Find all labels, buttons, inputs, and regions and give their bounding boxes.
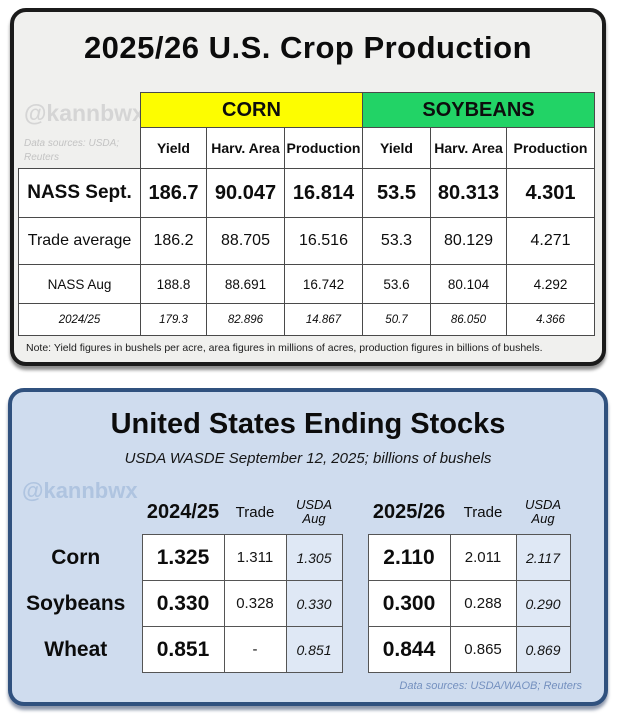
cell-value: 0.865 <box>449 626 517 673</box>
ending-stocks-table: 2024/25 Trade USDA Aug 2025/26 Trade USD… <box>18 490 571 673</box>
cell-value: 0.330 <box>141 580 225 627</box>
cell-value: 0.851 <box>285 626 343 673</box>
col-header-usda-aug: USDA Aug <box>295 496 333 526</box>
row-label: Soybeans <box>26 591 126 615</box>
soybeans-group-header: SOYBEANS <box>362 92 595 128</box>
row-label: Wheat <box>44 637 108 661</box>
cell-value: 186.7 <box>140 168 207 218</box>
crop-production-card: 2025/26 U.S. Crop Production @kannbwx Da… <box>10 8 606 366</box>
col-header-soy-yield: Yield <box>362 127 431 169</box>
crop-production-title: 2025/26 U.S. Crop Production <box>83 30 533 65</box>
row-label: NASS Sept. <box>18 168 141 218</box>
col-header-soy-production: Production <box>506 127 595 169</box>
cell-value: 90.047 <box>206 168 285 218</box>
cell-value: 80.313 <box>430 168 507 218</box>
cell-value: 80.104 <box>430 264 507 304</box>
col-header-trade: Trade <box>235 503 275 521</box>
crop-production-table: CORN SOYBEANS Yield Harv. Area Productio… <box>18 92 595 336</box>
table-row-2024-25: 2024/25 179.3 82.896 14.867 50.7 86.050 … <box>18 303 595 336</box>
row-label: Trade average <box>18 217 141 265</box>
cell-value: 16.516 <box>284 217 363 265</box>
col-header-corn-yield: Yield <box>140 127 207 169</box>
cell-value: 0.288 <box>449 580 517 627</box>
ending-stocks-subtitle: USDA WASDE September 12, 2025; billions … <box>124 450 492 467</box>
cell-value: 53.5 <box>362 168 431 218</box>
cell-value: 16.814 <box>284 168 363 218</box>
empty-corner-cell <box>18 490 142 535</box>
cell-value: 53.6 <box>362 264 431 304</box>
cell-value: 4.366 <box>506 303 595 336</box>
stocks-row-corn: Corn 1.325 1.311 1.305 2.110 2.011 2.117 <box>18 534 571 581</box>
stocks-row-wheat: Wheat 0.851 - 0.851 0.844 0.865 0.869 <box>18 626 571 673</box>
gap-cell <box>342 627 368 673</box>
watermark-data-sources: Data sources: USDA; Reuters <box>24 138 120 163</box>
cell-value: 0.330 <box>285 580 343 627</box>
data-sources-note: Data sources: USDA/WAOB; Reuters <box>399 680 582 692</box>
watermark-top: @kannbwx Data sources: USDA; Reuters <box>24 100 145 164</box>
cell-value: 82.896 <box>206 303 285 336</box>
cell-value: 1.311 <box>223 534 287 581</box>
cell-value: 1.325 <box>141 534 225 581</box>
cell-value: 4.301 <box>506 168 595 218</box>
ending-stocks-card: United States Ending Stocks USDA WASDE S… <box>8 388 608 706</box>
col-header-corn-harv-area: Harv. Area <box>206 127 285 169</box>
cell-value: 2.117 <box>515 534 571 581</box>
column-header-row: Yield Harv. Area Production Yield Harv. … <box>19 127 595 169</box>
cell-value: - <box>223 626 287 673</box>
cell-value: 14.867 <box>284 303 363 336</box>
cell-value: 0.851 <box>141 626 225 673</box>
stocks-header-row: 2024/25 Trade USDA Aug 2025/26 Trade USD… <box>18 490 570 535</box>
cell-value: 0.328 <box>223 580 287 627</box>
cell-value: 4.292 <box>506 264 595 304</box>
cell-value: 53.3 <box>362 217 431 265</box>
corn-group-header: CORN <box>140 92 363 128</box>
cell-value: 4.271 <box>506 217 595 265</box>
cell-value: 86.050 <box>430 303 507 336</box>
table-row-trade-average: Trade average 186.2 88.705 16.516 53.3 8… <box>18 217 595 265</box>
cell-value: 88.691 <box>206 264 285 304</box>
col-header-trade: Trade <box>463 503 503 521</box>
cell-value: 1.305 <box>285 534 343 581</box>
ending-stocks-title: United States Ending Stocks <box>110 408 506 440</box>
gap-cell <box>342 535 368 581</box>
watermark-handle: @kannbwx <box>22 478 138 503</box>
row-label: 2024/25 <box>18 303 141 336</box>
col-header-corn-production: Production <box>284 127 363 169</box>
col-header-soy-harv-area: Harv. Area <box>430 127 507 169</box>
cell-value: 188.8 <box>140 264 207 304</box>
row-label: NASS Aug <box>18 264 141 304</box>
empty-corner-cell <box>19 128 141 169</box>
cell-value: 50.7 <box>362 303 431 336</box>
table-row-nass-aug: NASS Aug 188.8 88.691 16.742 53.6 80.104… <box>18 264 595 304</box>
empty-corner-cell <box>19 93 141 128</box>
cell-value: 0.300 <box>367 580 451 627</box>
gap-cell <box>342 490 368 535</box>
cell-value: 179.3 <box>140 303 207 336</box>
cell-value: 16.742 <box>284 264 363 304</box>
cell-value: 0.869 <box>515 626 571 673</box>
footnote: Note: Yield figures in bushels per acre,… <box>26 342 543 354</box>
cell-value: 0.844 <box>367 626 451 673</box>
col-header-2025-26: 2025/26 <box>372 500 446 523</box>
col-header-2024-25: 2024/25 <box>146 500 220 523</box>
col-header-usda-aug: USDA Aug <box>524 496 562 526</box>
cell-value: 80.129 <box>430 217 507 265</box>
gap-cell <box>342 581 368 627</box>
cell-value: 88.705 <box>206 217 285 265</box>
cell-value: 2.110 <box>367 534 451 581</box>
table-row-nass-sept: NASS Sept. 186.7 90.047 16.814 53.5 80.3… <box>18 168 595 218</box>
cell-value: 186.2 <box>140 217 207 265</box>
cell-value: 0.290 <box>515 580 571 627</box>
cell-value: 2.011 <box>449 534 517 581</box>
row-label: Corn <box>51 545 101 569</box>
watermark-handle: @kannbwx <box>24 100 145 126</box>
stocks-row-soybeans: Soybeans 0.330 0.328 0.330 0.300 0.288 0… <box>18 580 571 627</box>
group-header-row: CORN SOYBEANS <box>19 92 595 128</box>
